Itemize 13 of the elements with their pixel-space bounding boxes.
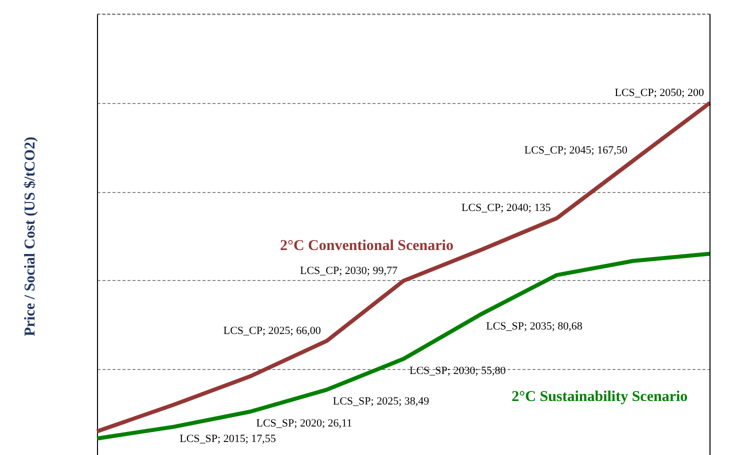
data-label: LCS_SP; 2015; 17,55 [180,432,276,445]
data-label: LCS_SP; 2030; 55,80 [410,364,506,377]
y-axis-title: Price / Social Cost (US $/tCO2) [22,136,38,336]
data-label: LCS_SP; 2035; 80,68 [486,320,583,333]
annotation: 2°C Conventional Scenario [280,238,454,254]
data-label: LCS_SP; 2025; 38,49 [332,396,430,408]
data-label: LCS_CP; 2045; 167,50 [524,144,628,157]
data-label: LCS_CP; 2025; 66,00 [223,324,322,337]
data-label: LCS_CP; 2050; 200 [614,86,704,99]
annotation: 2°C Sustainability Scenario [512,388,688,405]
data-label: LCS_CP; 2030; 99,77 [300,264,398,277]
data-label: LCS_CP; 2040; 135 [462,202,552,214]
data-label: LCS_SP; 2020; 26,11 [256,418,352,430]
